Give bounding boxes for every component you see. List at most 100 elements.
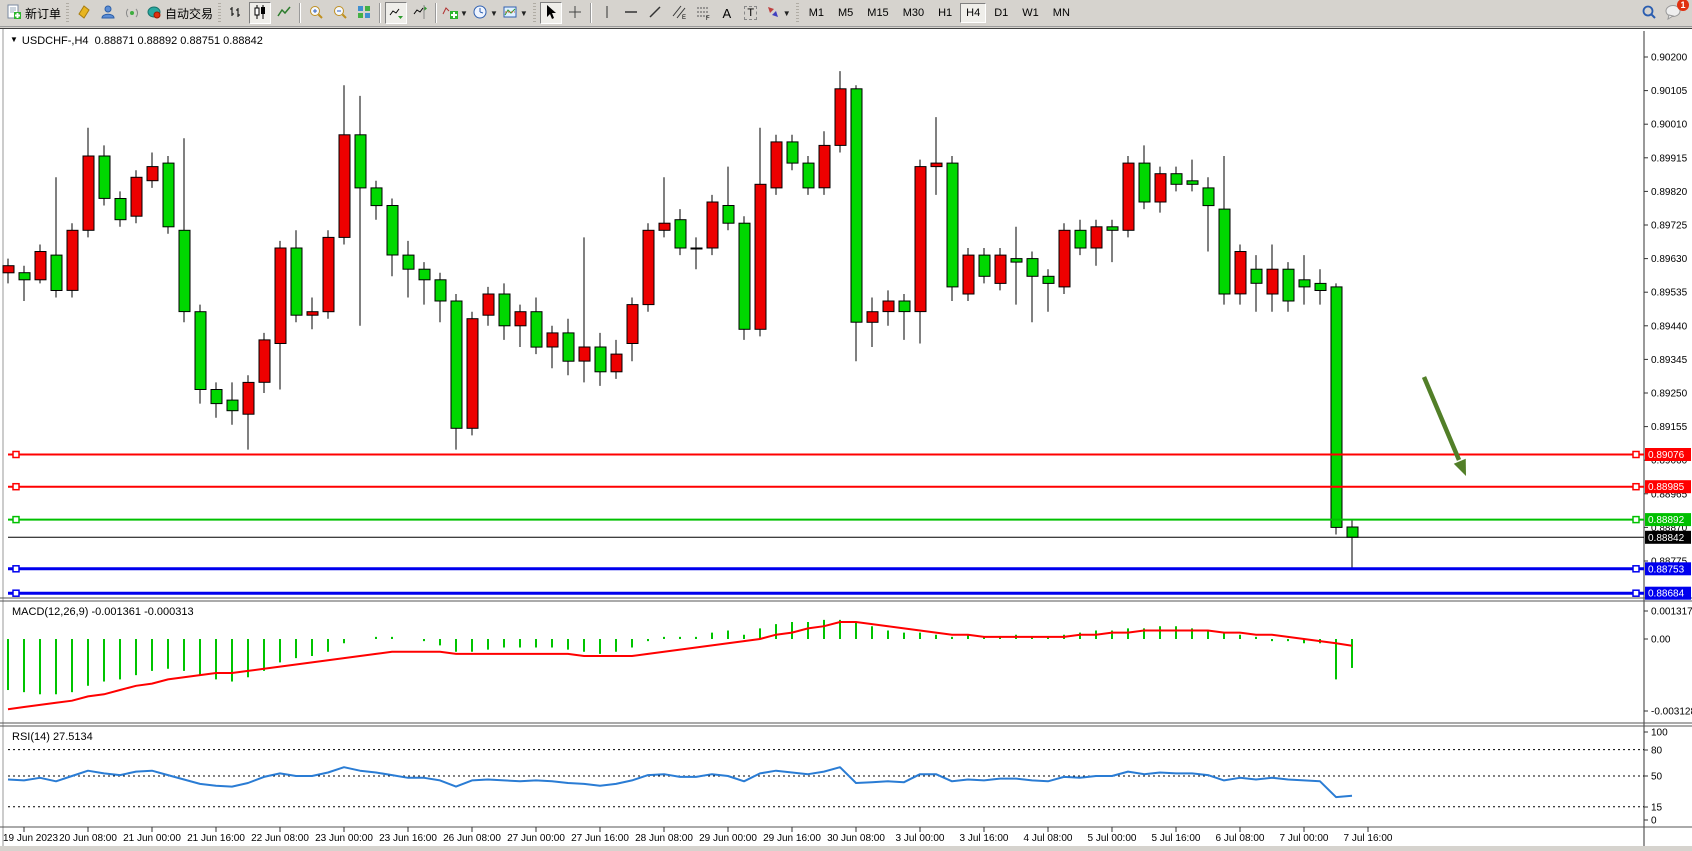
line-handle[interactable] [12, 450, 20, 459]
time-axis-label: 27 Jun 16:00 [571, 833, 629, 844]
time-axis-label: 7 Jul 16:00 [1344, 833, 1393, 844]
line-handle[interactable] [1632, 565, 1640, 573]
new-order-button[interactable]: 新订单 [5, 2, 62, 24]
label-tool-icon: T [744, 6, 758, 20]
timeframe-button-mn[interactable]: MN [1052, 7, 1070, 19]
autotrading-button[interactable]: 自动交易 [145, 2, 214, 24]
window-bottom-edge [0, 846, 1692, 851]
trendline-tool-button[interactable] [644, 2, 666, 24]
zoom-in-button[interactable] [305, 2, 327, 24]
candle-body [642, 229, 655, 306]
price-axis-label: 0.89630 [1651, 254, 1688, 265]
down-arrow-head[interactable] [1453, 458, 1466, 476]
price-axis-label: 0.89725 [1651, 221, 1688, 232]
candle-body [338, 134, 351, 238]
tile-windows-button[interactable] [353, 2, 375, 24]
candle-body [226, 399, 239, 412]
line-handle[interactable] [12, 482, 20, 491]
text-tool-icon: A [722, 5, 732, 21]
candle-body [1346, 526, 1359, 538]
fibonacci-tool-button[interactable]: F [692, 2, 714, 24]
periods-button[interactable]: ▼ [471, 2, 499, 24]
signals-button[interactable] [121, 2, 143, 24]
dropdown-arrow-icon[interactable]: ▼ [460, 8, 468, 18]
timeframe-button-h1[interactable]: H1 [938, 7, 953, 19]
dropdown-arrow-icon[interactable]: ▼ [519, 8, 528, 18]
candle-body [434, 279, 447, 302]
arrows-tool-button[interactable]: ▼ [764, 2, 792, 24]
line-chart-button[interactable] [273, 2, 295, 24]
timeframe-button-m1[interactable]: M1 [808, 7, 824, 19]
price-axis-label: 0.88775 [1651, 557, 1688, 568]
candle-body [178, 229, 191, 313]
symbol-dropdown-icon[interactable]: ▼ [10, 35, 18, 44]
timeframe-button-m5[interactable]: M5 [838, 7, 854, 19]
rsi-axis-label: 15 [1651, 803, 1663, 814]
crosshair-button[interactable] [564, 2, 586, 24]
chart-window[interactable]: 0.90200 0.90105 0.90010 0.89915 0.89820 0.897… [0, 28, 1692, 851]
down-arrow-annotation[interactable] [1421, 376, 1462, 461]
templates-button[interactable]: ▼ [501, 2, 529, 24]
price-line-tag [1645, 530, 1691, 544]
line-handle[interactable] [1632, 482, 1640, 491]
dropdown-arrow-icon[interactable]: ▼ [782, 8, 791, 18]
cursor-button[interactable] [539, 2, 562, 24]
candle-body [946, 162, 959, 288]
chat-button[interactable]: 1 [1662, 0, 1689, 24]
text-tool-button[interactable]: A [716, 2, 738, 24]
candle-body [194, 311, 207, 391]
rsi-axis-label: 50 [1651, 772, 1663, 783]
timeframe-button-d1[interactable]: D1 [994, 7, 1009, 19]
timeframe-button-h4[interactable]: H4 [960, 3, 987, 23]
timeframe-button-w1[interactable]: W1 [1022, 7, 1039, 19]
line-handle[interactable] [1632, 450, 1640, 459]
time-axis-label: 3 Jul 16:00 [960, 833, 1009, 844]
candle-body [626, 304, 639, 345]
candle-body [802, 162, 815, 189]
chart-canvas[interactable]: 0.90200 0.90105 0.90010 0.89915 0.89820 0.897… [0, 29, 1692, 851]
dropdown-arrow-icon[interactable]: ▼ [489, 8, 498, 18]
channel-tool-button[interactable]: E [668, 2, 690, 24]
zoom-out-button[interactable] [329, 2, 351, 24]
timeframe-button-m15[interactable]: M15 [867, 7, 889, 19]
search-icon [1641, 4, 1657, 23]
candle-body [1186, 180, 1199, 185]
tile-windows-icon [356, 4, 372, 23]
candlestick-chart-button[interactable] [249, 2, 272, 24]
line-handle[interactable] [12, 589, 20, 597]
price-line-tag [1645, 586, 1691, 600]
line-chart-icon [276, 4, 292, 23]
search-button[interactable] [1638, 2, 1660, 24]
macd-axis-label: -0.003128 [1651, 707, 1692, 718]
timeframe-button-m30[interactable]: M30 [902, 7, 925, 19]
market-profile-button[interactable] [97, 2, 119, 24]
candle-body [18, 272, 31, 281]
metaeditor-button[interactable] [73, 2, 95, 24]
candle-body [546, 332, 559, 348]
candle-body [2, 265, 15, 274]
candle-body [786, 141, 799, 164]
price-axis-label: 0.89345 [1651, 355, 1688, 366]
candle-body [66, 229, 79, 291]
time-axis-label: 4 Jul 08:00 [1024, 833, 1073, 844]
line-handle[interactable] [1632, 589, 1640, 597]
svg-text:E: E [682, 15, 686, 20]
chart-shift-button[interactable] [409, 2, 431, 24]
auto-scroll-button[interactable] [385, 2, 408, 24]
candle-body [1282, 268, 1295, 302]
price-axis-label: 0.88965 [1651, 489, 1688, 500]
bar-chart-button[interactable] [225, 2, 247, 24]
candle-body [1170, 173, 1183, 185]
horizontal-line-tool-button[interactable] [620, 2, 642, 24]
line-handle[interactable] [12, 515, 20, 524]
indicators-button[interactable]: ▼ [441, 2, 469, 24]
label-tool-button[interactable]: T [740, 2, 762, 24]
line-handle[interactable] [12, 565, 20, 573]
vertical-line-tool-button[interactable] [596, 2, 618, 24]
line-handle[interactable] [1632, 515, 1640, 524]
rsi-indicator-label: RSI(14) 27.5134 [12, 731, 93, 743]
clock-icon [472, 4, 488, 23]
toolbar-separator [379, 3, 382, 23]
candle-body [1138, 162, 1151, 203]
candle-body [386, 205, 399, 256]
